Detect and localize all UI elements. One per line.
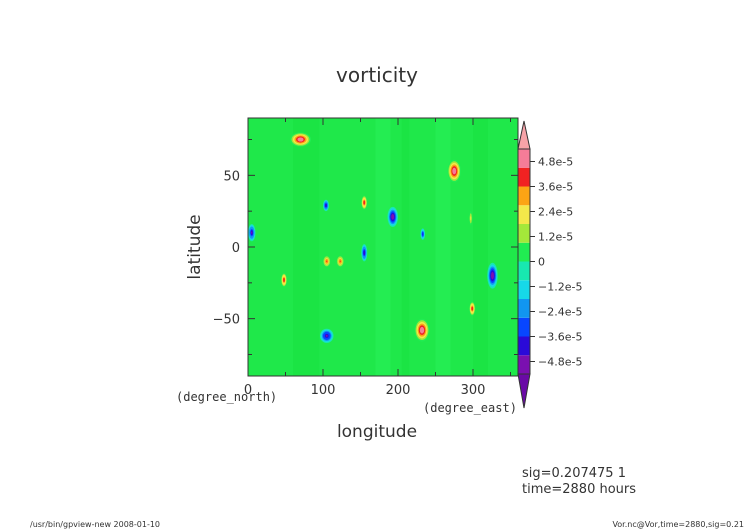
y-tick-label: −50 (213, 313, 240, 328)
colorbar-band (518, 186, 530, 206)
time-annotation: time=2880 hours (522, 482, 636, 497)
footer-right: Vor.nc@Vor,time=2880,sig=0.21 (612, 520, 744, 529)
colorbar-band (518, 280, 530, 299)
vortex-contour (325, 334, 328, 337)
positive-vortex (469, 211, 473, 226)
positive-vortex (447, 159, 461, 183)
colorbar-bottom-triangle (517, 373, 531, 409)
vortex-contour (299, 138, 302, 141)
colorbar-tick-label: −4.8e-5 (538, 356, 582, 369)
positive-vortex (281, 272, 287, 288)
positive-vortex (290, 132, 311, 147)
x-axis-label: longitude (337, 422, 417, 442)
colorbar-tick-label: 1.2e-5 (538, 231, 573, 244)
vortex-contour (283, 278, 285, 281)
colorbar-ticks: 4.8e-5 3.6e-5 2.4e-5 1.2e-5 0 −1.2e-5 −2.4e-5 −… (530, 156, 582, 369)
x-tick-label: 0 (244, 383, 252, 398)
vortex-contour (420, 328, 424, 332)
negative-vortex (361, 244, 368, 262)
colorbar-band (518, 242, 530, 262)
colorbar-band (518, 355, 530, 374)
colorbar-band (518, 149, 530, 168)
positive-vortex (323, 255, 331, 268)
y-tick-label: 0 (232, 241, 240, 256)
vortex-contour (326, 260, 328, 263)
colorbar-tick-label: 2.4e-5 (538, 206, 573, 219)
colorbar-band (518, 317, 530, 337)
colorbar-band (518, 224, 530, 243)
positive-vortex (361, 195, 368, 210)
x-axis-ticks: 0 100 200 300 (244, 118, 511, 398)
vortex-contour (392, 215, 394, 219)
colorbar-band (518, 261, 530, 281)
negative-vortex (387, 206, 398, 227)
vortex-contour (422, 233, 424, 235)
vortex-contour (471, 307, 473, 310)
vortex-contour (491, 273, 494, 278)
colorbar-tick-label: 4.8e-5 (538, 156, 573, 169)
y-tick-label: 50 (223, 169, 240, 184)
longitude-bands (293, 118, 488, 376)
background-band (293, 118, 320, 376)
background-band (473, 118, 488, 376)
negative-vortex (323, 199, 329, 212)
x-tick-label: 200 (386, 383, 411, 398)
chart-title: vorticity (336, 63, 418, 87)
y-axis-label: latitude (185, 214, 205, 279)
vortex-contour (251, 231, 253, 234)
colorbar-tick-label: −1.2e-5 (538, 281, 582, 294)
background-band (375, 118, 391, 376)
negative-vortex (487, 262, 498, 289)
vortex-contour (453, 169, 456, 173)
colorbar-band (518, 167, 530, 187)
colorbar-band (518, 336, 530, 356)
colorbar-band (518, 299, 530, 318)
vortex-layer (248, 132, 498, 344)
vortex-contour (363, 201, 365, 204)
colorbar-tick-label: 0 (538, 256, 545, 269)
negative-vortex (320, 328, 334, 344)
negative-vortex (248, 224, 256, 242)
y-axis-ticks: −50 0 50 (213, 139, 518, 355)
x-tick-label: 300 (461, 383, 486, 398)
positive-vortex (469, 301, 476, 316)
vortex-contour (363, 251, 365, 254)
background-band (435, 118, 451, 376)
vortex-contour (325, 204, 327, 207)
colorbar-band (518, 205, 530, 224)
colorbar-tick-label: −2.4e-5 (538, 306, 582, 319)
footer-left: /usr/bin/gpview-new 2008-01-10 (30, 520, 160, 529)
heatmap-area (248, 118, 518, 376)
vortex-contour (339, 260, 341, 263)
colorbar-top-triangle (517, 120, 531, 150)
sig-annotation: sig=0.207475 1 (522, 466, 626, 481)
background-band (401, 118, 410, 376)
colorbar-tick-label: −3.6e-5 (538, 331, 582, 344)
colorbar-tick-label: 3.6e-5 (538, 181, 573, 194)
colorbar-bands (518, 149, 530, 374)
positive-vortex (414, 318, 430, 342)
x-tick-label: 100 (311, 383, 336, 398)
positive-vortex (336, 255, 344, 268)
x-axis-units: (degree_east) (423, 401, 517, 415)
colorbar: 4.8e-5 3.6e-5 2.4e-5 1.2e-5 0 −1.2e-5 −2.4e-5 −… (517, 120, 582, 409)
y-axis-units: (degree_north) (176, 390, 277, 404)
negative-vortex (420, 228, 425, 240)
